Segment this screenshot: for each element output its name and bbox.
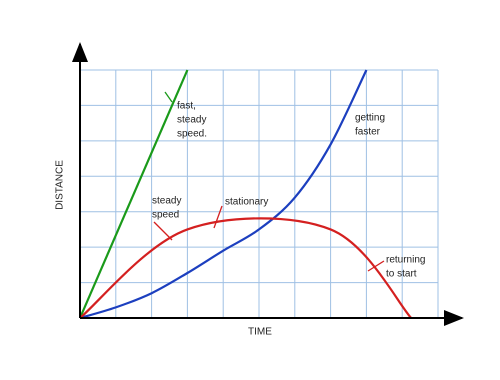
- series-line: [79, 69, 368, 320]
- annotation: returning: [386, 255, 425, 266]
- annotation: getting: [355, 113, 385, 124]
- y-axis-label: DISTANCE: [55, 160, 66, 210]
- annotation: speed.: [177, 129, 207, 140]
- annotation: fast,: [177, 101, 196, 112]
- series-line: [78, 69, 189, 319]
- leader-line: [213, 205, 223, 229]
- series-line: [79, 217, 412, 319]
- annotations: fast, steady speed. getting faster steady spee…: [152, 101, 425, 280]
- leader-line: [153, 221, 173, 241]
- annotation: stationary: [225, 197, 268, 208]
- x-axis-label: TIME: [248, 327, 272, 338]
- plot-lines: [78, 69, 412, 320]
- annotation: steady: [177, 115, 206, 126]
- annotation: speed: [152, 210, 179, 221]
- annotation: to start: [386, 269, 417, 280]
- annotation: faster: [355, 127, 381, 138]
- leader-line: [164, 91, 173, 103]
- annotation: steady: [152, 196, 181, 207]
- leader-line: [367, 260, 385, 272]
